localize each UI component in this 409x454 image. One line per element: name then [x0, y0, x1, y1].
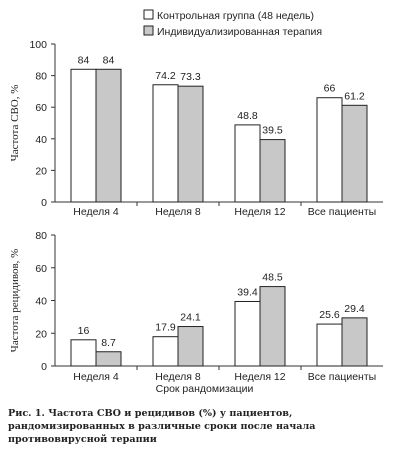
bar-individual: [95, 68, 122, 203]
y-tick-label: 60: [35, 263, 47, 275]
x-tick-label: Неделя 8: [155, 371, 201, 383]
y-axis-label: Частота СВО, %: [9, 85, 21, 162]
x-tick-label: Все пациенты: [308, 371, 376, 383]
data-label: 39.5: [262, 125, 283, 137]
data-label: 29.4: [344, 303, 365, 315]
y-tick-label: 20: [35, 165, 47, 177]
legend-entry: Контрольная группа (48 недель): [157, 10, 314, 22]
bottom-x-axis-label: Срок рандомизации: [155, 383, 254, 395]
legend-swatch: [143, 25, 154, 36]
y-tick-label: 80: [35, 71, 47, 83]
x-tick-label: Неделя 12: [234, 371, 285, 383]
x-tick-label: Неделя 8: [155, 206, 201, 218]
bar-control: [234, 124, 261, 203]
data-label: 8.7: [101, 337, 116, 349]
x-tick-label: Неделя 12: [234, 206, 285, 218]
legend-entry: Индивидуализированная терапия: [157, 26, 322, 38]
bar-individual: [259, 286, 286, 367]
data-label: 48.5: [262, 272, 283, 284]
bar-individual: [177, 85, 204, 203]
bar-control: [152, 336, 179, 367]
data-label: 66: [324, 83, 336, 95]
y-tick-label: 80: [35, 230, 47, 242]
bar-control: [70, 339, 97, 367]
x-tick-label: Неделя 4: [73, 206, 119, 218]
bar-control: [70, 68, 97, 203]
bar-control: [316, 97, 343, 203]
bar-individual: [177, 326, 204, 367]
bar-control: [316, 323, 343, 367]
x-tick-label: Неделя 4: [73, 371, 119, 383]
y-tick-label: 60: [35, 102, 47, 114]
bar-individual: [341, 104, 368, 203]
y-tick-label: 0: [41, 197, 47, 209]
data-label: 48.8: [237, 110, 258, 122]
y-tick-label: 20: [35, 328, 47, 340]
y-tick-label: 40: [35, 134, 47, 146]
data-label: 17.9: [155, 322, 176, 334]
bar-control: [152, 84, 179, 203]
data-label: 24.1: [180, 312, 201, 324]
bar-individual: [341, 317, 368, 367]
bar-individual: [259, 139, 286, 203]
y-tick-label: 100: [29, 39, 47, 51]
data-label: 39.4: [237, 286, 258, 298]
data-label: 25.6: [319, 309, 340, 321]
y-tick-label: 0: [41, 361, 47, 373]
bar-control: [234, 300, 261, 367]
legend-swatch: [143, 9, 154, 20]
x-tick-label: Все пациенты: [308, 206, 376, 218]
data-label: 74.2: [155, 70, 176, 82]
data-label: 73.3: [180, 71, 201, 83]
data-label: 16: [78, 325, 90, 337]
data-label: 61.2: [344, 90, 365, 102]
y-axis-label: Частота рецидивов, %: [9, 249, 21, 353]
bar-individual: [95, 351, 122, 367]
y-tick-label: 40: [35, 296, 47, 308]
data-label: 84: [103, 54, 115, 66]
data-label: 84: [78, 54, 90, 66]
figure-caption: Рис. 1. Частота СВО и рецидивов (%) у па…: [8, 408, 316, 445]
